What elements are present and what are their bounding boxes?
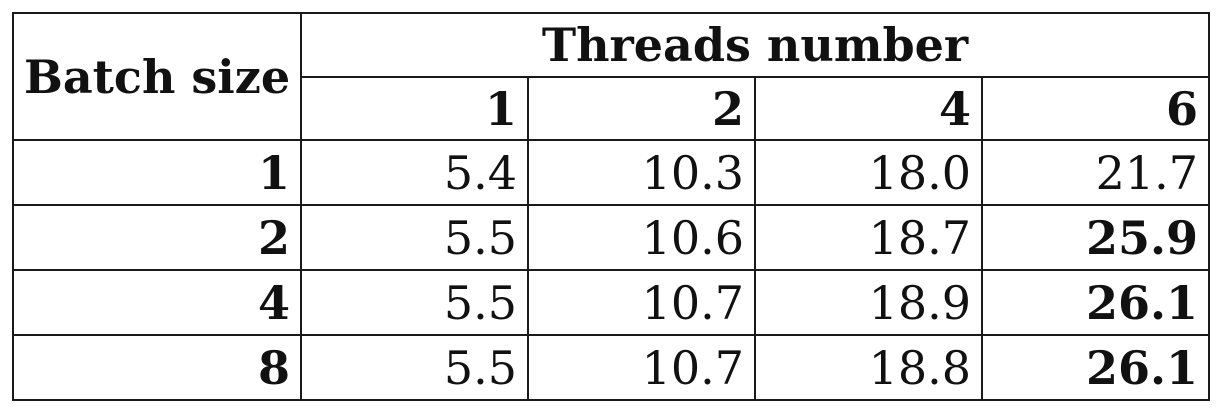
- value-cell: 18.0: [754, 139, 983, 206]
- value-cell: 10.6: [527, 204, 756, 271]
- table-row: 1 5.4 10.3 18.0 21.7: [12, 139, 1211, 206]
- batch-size-header: Batch size: [12, 12, 302, 141]
- value-cell: 5.5: [300, 334, 529, 401]
- column-header-threads-1: 1: [300, 76, 529, 141]
- value-cell: 26.1: [980, 334, 1211, 401]
- value-cell: 18.8: [754, 334, 983, 401]
- column-header-threads-4: 4: [754, 76, 983, 141]
- header-row-columns: 1 2 4 6: [13, 76, 1211, 141]
- value-cell: 10.7: [527, 334, 756, 401]
- table-row: 8 5.5 10.7 18.8 26.1: [12, 334, 1211, 401]
- value-cell: 18.9: [754, 269, 983, 336]
- results-table: Batch size Threads number 1 2 4 6 1 5.4 …: [12, 12, 1211, 401]
- threads-number-header: Threads number: [299, 12, 1211, 78]
- row-header-batch: 8: [12, 334, 302, 401]
- table-row: 2 5.5 10.6 18.7 25.9: [12, 204, 1211, 271]
- value-cell: 26.1: [980, 269, 1211, 336]
- column-header-threads-6: 6: [980, 76, 1211, 141]
- column-header-threads-2: 2: [527, 76, 756, 141]
- header-row-group: Batch size Threads number: [12, 12, 1211, 141]
- value-cell: 10.3: [527, 139, 756, 206]
- value-cell: 21.7: [980, 139, 1211, 206]
- value-cell: 18.7: [754, 204, 983, 271]
- value-cell: 25.9: [980, 204, 1211, 271]
- value-cell: 5.5: [300, 269, 529, 336]
- value-cell: 5.5: [300, 204, 529, 271]
- table-row: 4 5.5 10.7 18.9 26.1: [12, 269, 1211, 336]
- row-header-batch: 2: [12, 204, 302, 271]
- row-header-batch: 1: [12, 139, 302, 206]
- value-cell: 10.7: [527, 269, 756, 336]
- value-cell: 5.4: [300, 139, 529, 206]
- row-header-batch: 4: [12, 269, 302, 336]
